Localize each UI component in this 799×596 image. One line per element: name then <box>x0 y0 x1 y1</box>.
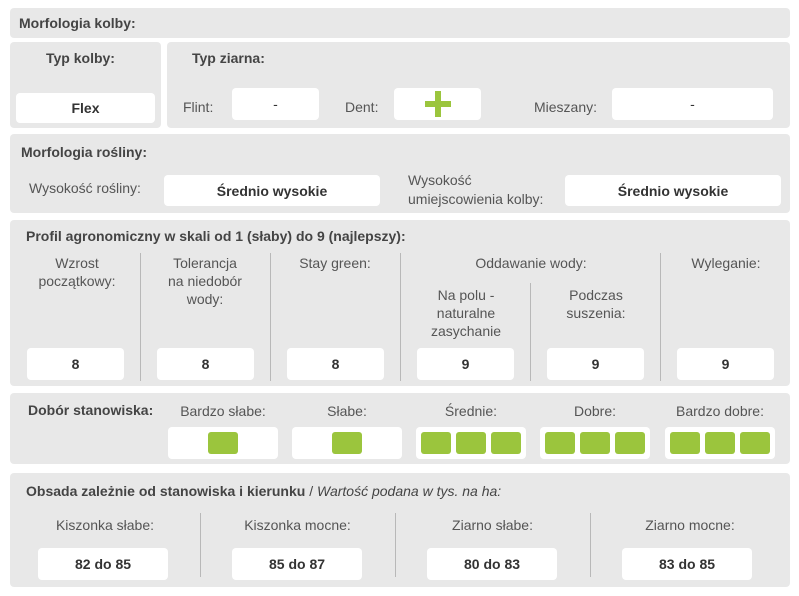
flint-label: Flint: <box>183 99 214 115</box>
rating-square <box>615 432 645 454</box>
ziarno-mocne-value: 83 do 85 <box>622 548 752 580</box>
kiszonka-slabe-value: 82 do 85 <box>38 548 168 580</box>
divider <box>590 513 591 577</box>
kiszonka-mocne-label: Kiszonka mocne: <box>244 517 351 533</box>
dobor-stanowiska-panel: Dobór stanowiska: Bardzo słabe: Słabe: Śre… <box>10 393 790 464</box>
rating-square <box>545 432 575 454</box>
dobor-level-box <box>665 427 775 459</box>
umiejscowienie-value: Średnio wysokie <box>565 175 781 206</box>
dobor-level-box <box>168 427 278 459</box>
divider <box>140 253 141 381</box>
dobor-level-box <box>416 427 526 459</box>
morfologia-rosliny-title: Morfologia rośliny: <box>21 144 147 160</box>
rating-square <box>491 432 521 454</box>
dobor-level-label: Bardzo dobre: <box>676 403 764 419</box>
dobor-level-label: Słabe: <box>327 403 367 419</box>
rating-square <box>332 432 362 454</box>
dobor-level-label: Średnie: <box>444 403 498 419</box>
rating-square <box>580 432 610 454</box>
kiszonka-mocne-value: 85 do 87 <box>232 548 362 580</box>
dobor-level-label: Dobre: <box>573 403 617 419</box>
dobor-level-label: Bardzo słabe: <box>180 403 266 419</box>
divider <box>270 253 271 381</box>
typ-ziarna-panel: Typ ziarna: Flint: - Dent: Mieszany: - <box>167 42 790 128</box>
rating-squares <box>332 432 362 454</box>
rating-squares <box>670 432 770 454</box>
ziarno-slabe-label: Ziarno słabe: <box>452 517 533 533</box>
divider <box>530 283 531 381</box>
typ-kolby-value: Flex <box>16 93 155 123</box>
rating-square <box>456 432 486 454</box>
divider <box>395 513 396 577</box>
divider <box>400 253 401 381</box>
wysokosc-rosliny-label: Wysokość rośliny: <box>29 180 141 196</box>
profil-agronomiczny-panel: Profil agronomiczny w skali od 1 (słaby)… <box>10 220 790 386</box>
mieszany-label: Mieszany: <box>534 99 598 115</box>
dobor-level-box <box>540 427 650 459</box>
morfologia-kolby-header: Morfologia kolby: <box>10 8 790 38</box>
rating-square <box>421 432 451 454</box>
podczas-suszenia-label: Podczas suszenia: <box>566 287 626 321</box>
morfologia-rosliny-panel: Morfologia rośliny: Wysokość rośliny: Śr… <box>10 134 790 213</box>
ziarno-mocne-label: Ziarno mocne: <box>645 517 735 533</box>
na-polu-value: 9 <box>417 348 514 380</box>
na-polu-label: Na polu - naturalne zasychanie <box>430 287 502 339</box>
umiejscowienie-label-line2: umiejscowienia kolby: <box>408 191 544 207</box>
profil-title: Profil agronomiczny w skali od 1 (słaby)… <box>26 228 406 244</box>
rating-square <box>208 432 238 454</box>
typ-kolby-label: Typ kolby: <box>46 50 115 66</box>
dobor-title: Dobór stanowiska: <box>28 402 154 418</box>
divider <box>660 253 661 381</box>
podczas-suszenia-value: 9 <box>547 348 644 380</box>
obsada-panel: Obsada zależnie od stanowiska i kierunku… <box>10 473 790 587</box>
typ-ziarna-label: Typ ziarna: <box>192 50 265 66</box>
morfologia-kolby-title: Morfologia kolby: <box>19 15 136 31</box>
rating-square <box>670 432 700 454</box>
rating-squares <box>545 432 645 454</box>
dobor-level-box <box>292 427 402 459</box>
typ-kolby-panel: Typ kolby: Flex <box>10 42 161 128</box>
rating-square <box>740 432 770 454</box>
stay-green-value: 8 <box>287 348 384 380</box>
dent-label: Dent: <box>345 99 379 115</box>
wyleganie-value: 9 <box>677 348 774 380</box>
wysokosc-rosliny-value: Średnio wysokie <box>164 175 380 206</box>
rating-squares <box>208 432 238 454</box>
stay-green-label: Stay green: <box>299 255 371 271</box>
mieszany-value: - <box>612 88 773 120</box>
wzrost-value: 8 <box>27 348 124 380</box>
divider <box>200 513 201 577</box>
kiszonka-slabe-label: Kiszonka słabe: <box>55 517 155 533</box>
rating-square <box>705 432 735 454</box>
rating-squares <box>421 432 521 454</box>
tolerancja-label: Tolerancja na niedobór wody: <box>168 255 242 307</box>
tolerancja-value: 8 <box>157 348 254 380</box>
ziarno-slabe-value: 80 do 83 <box>427 548 557 580</box>
flint-value: - <box>232 88 319 120</box>
wzrost-label: Wzrost początkowy: <box>38 255 116 289</box>
wyleganie-label: Wyleganie: <box>691 255 761 271</box>
umiejscowienie-label-line1: Wysokość <box>408 172 472 188</box>
obsada-title: Obsada zależnie od stanowiska i kierunku… <box>26 483 502 499</box>
oddawanie-wody-label: Oddawanie wody: <box>475 255 587 271</box>
plus-icon <box>424 91 451 117</box>
dent-value <box>394 88 481 120</box>
